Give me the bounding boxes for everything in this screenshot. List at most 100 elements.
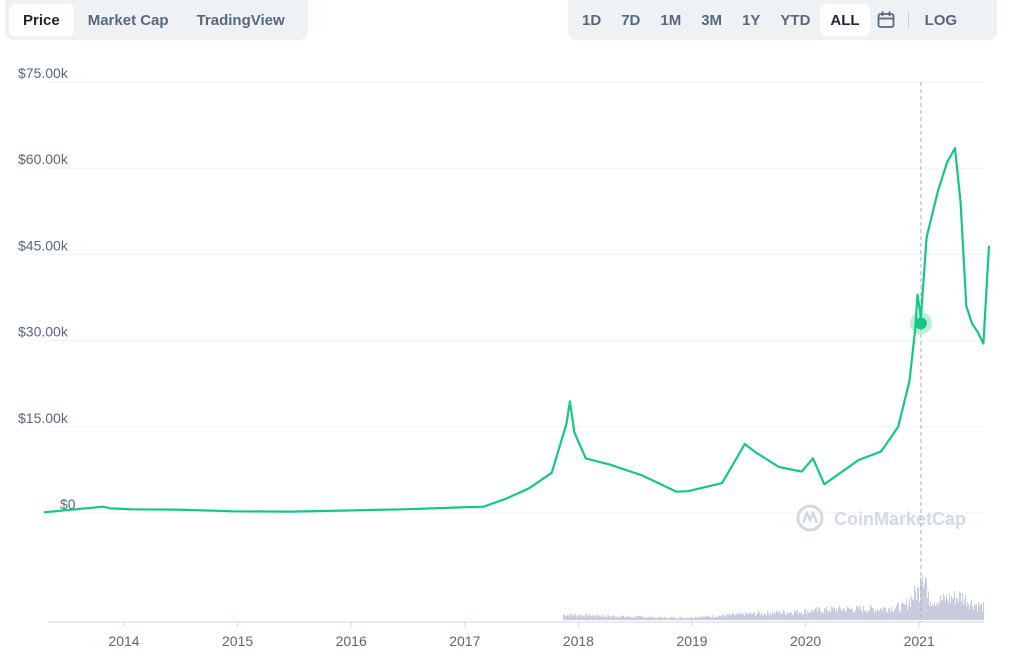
volume-bar (789, 612, 791, 620)
volume-bar (865, 611, 867, 620)
volume-bar (813, 612, 815, 620)
watermark-text: CoinMarketCap (834, 509, 966, 529)
volume-bar (883, 607, 885, 620)
volume-bar (628, 615, 630, 620)
volume-bar (764, 612, 766, 620)
volume-bar (725, 616, 727, 620)
tab-7d[interactable]: 7D (621, 11, 641, 29)
volume-bar (954, 591, 956, 620)
volume-bar (817, 611, 819, 620)
tab-1y[interactable]: 1Y (742, 11, 761, 29)
volume-bar (684, 618, 686, 620)
volume-bar (871, 606, 873, 620)
volume-bar (827, 611, 829, 620)
volume-bar (673, 618, 675, 620)
volume-bar (657, 618, 659, 620)
volume-bar (854, 612, 856, 620)
volume-bar (801, 612, 803, 620)
volume-bar (670, 617, 672, 620)
volume-bar (942, 599, 944, 620)
tab-1d[interactable]: 1D (582, 11, 602, 29)
volume-bar (907, 609, 909, 620)
volume-bar (778, 613, 780, 620)
volume-bar (892, 611, 894, 620)
volume-bar (976, 604, 978, 620)
volume-bar (834, 607, 836, 620)
volume-bar (838, 607, 840, 620)
volume-bar (661, 617, 663, 620)
tab-3m[interactable]: 3M (701, 11, 723, 29)
volume-bar (721, 615, 723, 620)
volume-bar (724, 615, 726, 620)
tab-log[interactable]: LOG (924, 11, 958, 29)
volume-bar (860, 606, 862, 620)
volume-bar (668, 618, 670, 620)
volume-bar (826, 606, 828, 620)
volume-bar (597, 615, 599, 620)
volume-bar (574, 613, 576, 620)
volume-bar (718, 615, 720, 620)
volume-bar (651, 617, 653, 620)
volume-bar (708, 615, 710, 620)
volume-bar (850, 608, 852, 620)
volume-bar (774, 611, 776, 620)
volume-bar (785, 614, 787, 620)
volume-bar (663, 618, 665, 620)
volume-bar (697, 617, 699, 620)
volume-bar (782, 612, 784, 620)
volume-bar (656, 617, 658, 620)
volume-bar (658, 616, 660, 620)
volume-bar (887, 612, 889, 620)
volume-bar (853, 612, 855, 620)
volume-bar (671, 617, 673, 620)
volume-bar (563, 614, 565, 620)
volume-bar (693, 617, 695, 620)
volume-bar (594, 616, 596, 620)
volume-bar (968, 604, 970, 620)
tab-tradingview[interactable]: TradingView (196, 11, 285, 29)
volume-bar (573, 615, 575, 620)
volume-bar (587, 616, 589, 620)
volume-bar (636, 616, 638, 620)
volume-bar (679, 617, 681, 620)
volume-bar (710, 616, 712, 620)
tab-ytd[interactable]: YTD (780, 11, 811, 29)
volume-bar (869, 610, 871, 620)
volume-bar (879, 610, 881, 620)
volume-bar (601, 616, 603, 620)
volume-bar (923, 588, 925, 620)
tab-market-cap[interactable]: Market Cap (87, 11, 169, 29)
volume-bar (666, 618, 668, 620)
volume-bar (796, 611, 798, 620)
volume-bar (935, 606, 937, 620)
volume-bar (682, 618, 684, 620)
volume-bar (717, 617, 719, 620)
volume-bar (566, 615, 568, 620)
volume-bar (694, 618, 696, 620)
volume-bar (567, 614, 569, 620)
volume-bar (616, 617, 618, 620)
volume-bar (738, 612, 740, 620)
volume-bar (781, 613, 783, 620)
tab-1m[interactable]: 1M (660, 11, 682, 29)
volume-bar (727, 614, 729, 620)
volume-bar (770, 613, 772, 620)
volume-bar (772, 611, 774, 620)
volume-bar (926, 578, 928, 620)
volume-bar (757, 613, 759, 620)
highlight-point[interactable] (914, 317, 927, 330)
tab-all[interactable]: ALL (820, 4, 870, 36)
volume-bar (625, 616, 627, 620)
volume-bar (904, 604, 906, 620)
y-tick-label: $60.00k (18, 151, 69, 167)
calendar-button[interactable] (870, 4, 902, 36)
volume-bar (590, 616, 592, 620)
volume-bar (846, 610, 848, 620)
volume-bar (793, 614, 795, 620)
tab-price[interactable]: Price (9, 4, 74, 36)
volume-bar (578, 616, 580, 620)
volume-bar (765, 614, 767, 620)
volume-bar (632, 617, 634, 620)
volume-bar (945, 601, 947, 620)
y-tick-label: $30.00k (18, 324, 69, 340)
